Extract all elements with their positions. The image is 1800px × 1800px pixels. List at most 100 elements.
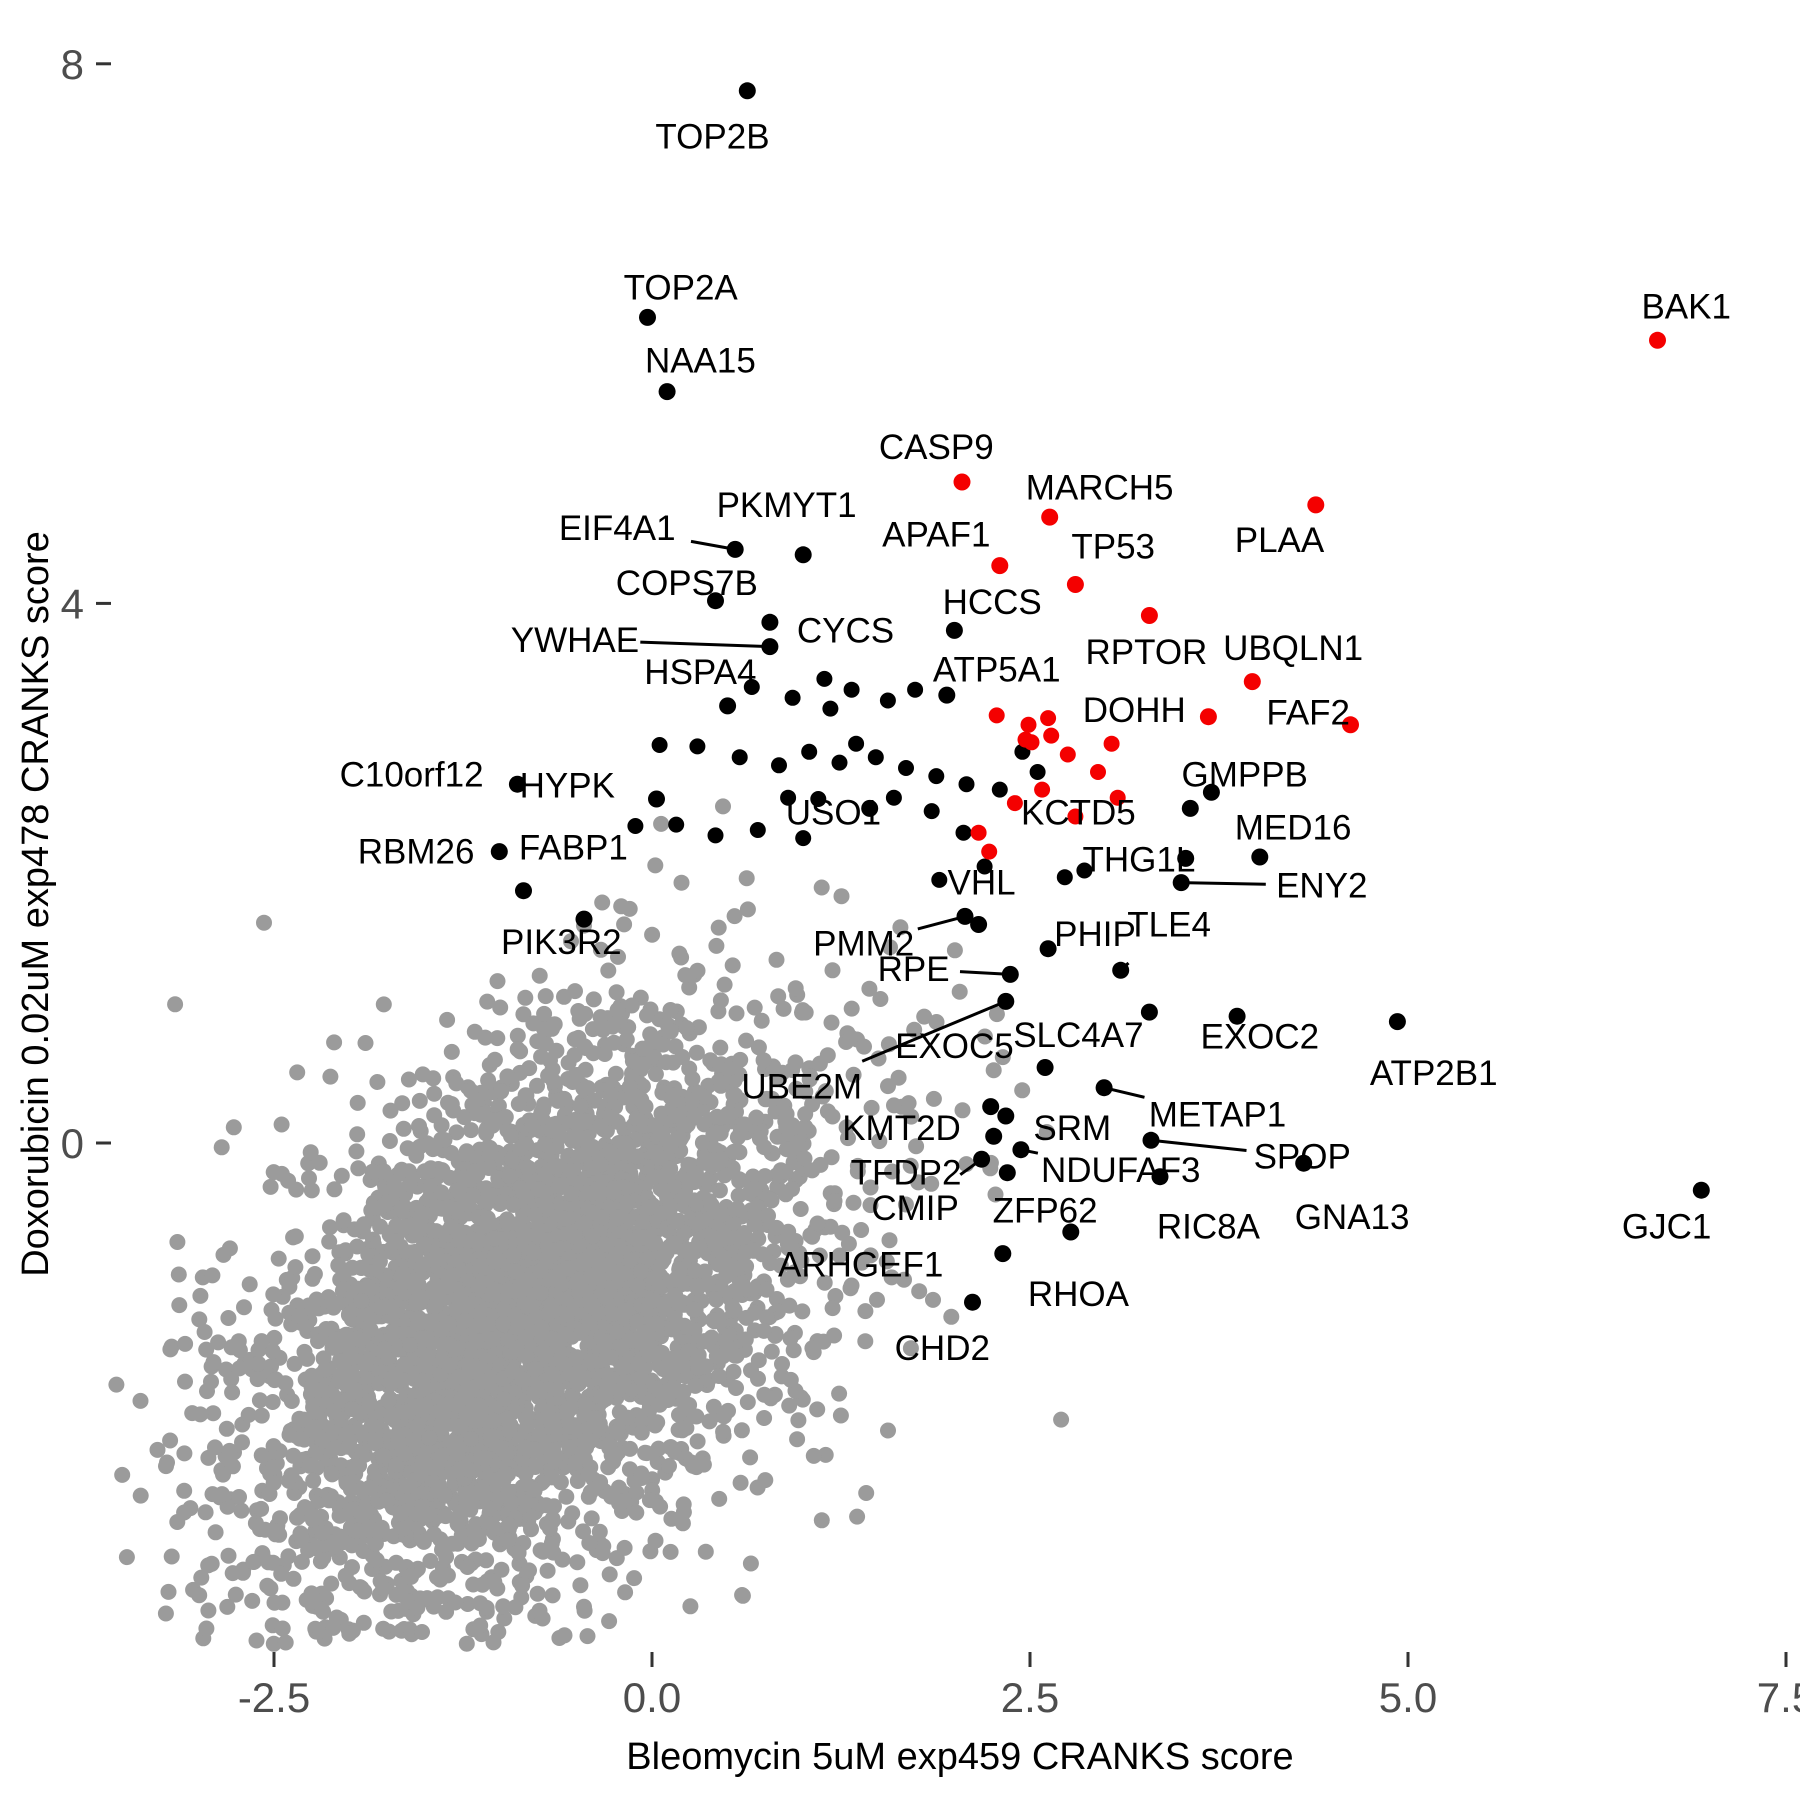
gray-point <box>585 1159 602 1176</box>
gray-point <box>708 1291 725 1308</box>
gray-point <box>943 1308 960 1325</box>
gray-point <box>563 1185 580 1202</box>
gray-point <box>719 1340 736 1357</box>
gray-point <box>191 1587 208 1604</box>
gray-point <box>433 1322 450 1338</box>
gray-point <box>738 1032 755 1049</box>
black-point <box>843 681 860 698</box>
HYPK-label: HYPK <box>520 767 615 806</box>
black-point <box>976 858 993 875</box>
TP53-label: TP53 <box>1071 528 1155 567</box>
gray-point <box>441 1357 458 1374</box>
gray-point <box>305 1472 322 1489</box>
MARCH5-point <box>1041 508 1059 526</box>
gray-point <box>762 1390 779 1407</box>
gray-point <box>221 1240 238 1257</box>
gray-point <box>832 1407 849 1424</box>
gray-point <box>653 1205 670 1222</box>
gray-point <box>149 1441 166 1458</box>
gray-point <box>592 1118 609 1135</box>
gray-point <box>521 1562 537 1579</box>
gray-point <box>306 1266 323 1282</box>
gray-point <box>310 1333 326 1350</box>
gray-point <box>250 1355 267 1372</box>
gray-point <box>351 1404 368 1421</box>
gray-point <box>482 1500 499 1517</box>
gray-point <box>472 1106 489 1123</box>
gray-point <box>448 1124 465 1141</box>
black-point <box>707 827 724 844</box>
gray-point <box>768 1219 785 1236</box>
gray-point <box>162 1432 179 1449</box>
gray-point <box>433 1131 450 1148</box>
gray-point <box>501 1422 518 1439</box>
gray-point <box>902 1157 919 1174</box>
gray-point <box>450 1418 467 1435</box>
gray-point <box>576 1215 593 1232</box>
gray-point <box>536 1005 553 1022</box>
gray-point <box>731 1171 748 1188</box>
gray-point <box>786 1119 802 1136</box>
TOP2A-point <box>639 308 656 326</box>
gray-point <box>171 1297 188 1314</box>
gray-point <box>770 988 787 1005</box>
gray-point <box>402 1337 418 1353</box>
gray-point <box>408 1419 425 1435</box>
gray-point <box>703 1329 720 1346</box>
gray-point <box>1038 1124 1055 1140</box>
gray-point <box>824 962 841 979</box>
gray-point <box>856 1038 872 1055</box>
red-point <box>1043 727 1060 744</box>
gray-point <box>447 1594 464 1611</box>
gray-point <box>349 1522 366 1539</box>
gray-point <box>641 1347 658 1364</box>
red-point <box>1020 716 1037 733</box>
gray-point <box>114 1466 131 1483</box>
gray-point <box>510 1096 527 1112</box>
gray-point <box>266 1329 283 1346</box>
gray-point <box>353 1580 370 1596</box>
HSPA4-point <box>719 697 737 715</box>
RIC8A-label: RIC8A <box>1157 1208 1261 1247</box>
gray-point <box>531 1427 548 1444</box>
gray-point <box>664 1350 681 1367</box>
gray-point <box>273 1565 290 1582</box>
gray-point <box>417 1484 434 1501</box>
gray-point <box>265 1459 282 1476</box>
gray-point <box>245 1554 262 1570</box>
gray-point <box>897 1196 914 1213</box>
gray-point <box>603 1086 619 1103</box>
gray-point <box>545 1073 562 1090</box>
gene-labels: TOP2B TOP2A NAA15 BAK1 CASP9 MARCH5 PLAA APAF1 T… <box>340 118 1731 1368</box>
gray-point <box>486 1051 503 1068</box>
gray-point <box>273 1116 290 1133</box>
PHIP-point <box>1039 940 1057 958</box>
gray-point <box>264 1394 281 1410</box>
gray-point <box>641 1199 658 1216</box>
gray-point <box>601 1613 618 1630</box>
gray-point <box>600 962 617 979</box>
gray-point <box>601 1566 618 1583</box>
gray-point <box>517 1465 534 1482</box>
gray-point <box>716 976 733 993</box>
gray-point <box>884 1163 901 1180</box>
gray-point <box>769 1070 786 1087</box>
gray-point <box>583 1353 600 1370</box>
black-point <box>879 692 896 709</box>
gray-point <box>906 1021 923 1038</box>
gray-point <box>266 1372 283 1389</box>
gray-point <box>831 1247 848 1264</box>
gray-point <box>823 1149 840 1166</box>
gray-point <box>680 1156 697 1173</box>
CMIP-label: CMIP <box>871 1189 959 1228</box>
gray-point <box>738 870 755 887</box>
gray-point <box>813 879 830 896</box>
gray-point <box>463 1431 479 1447</box>
gray-point <box>399 1478 416 1495</box>
gray-point <box>858 1485 875 1501</box>
gray-point <box>317 1361 334 1378</box>
gray-point <box>562 1418 579 1435</box>
gray-point <box>579 1628 596 1645</box>
gray-point <box>361 1522 378 1539</box>
gray-point <box>367 1535 384 1552</box>
